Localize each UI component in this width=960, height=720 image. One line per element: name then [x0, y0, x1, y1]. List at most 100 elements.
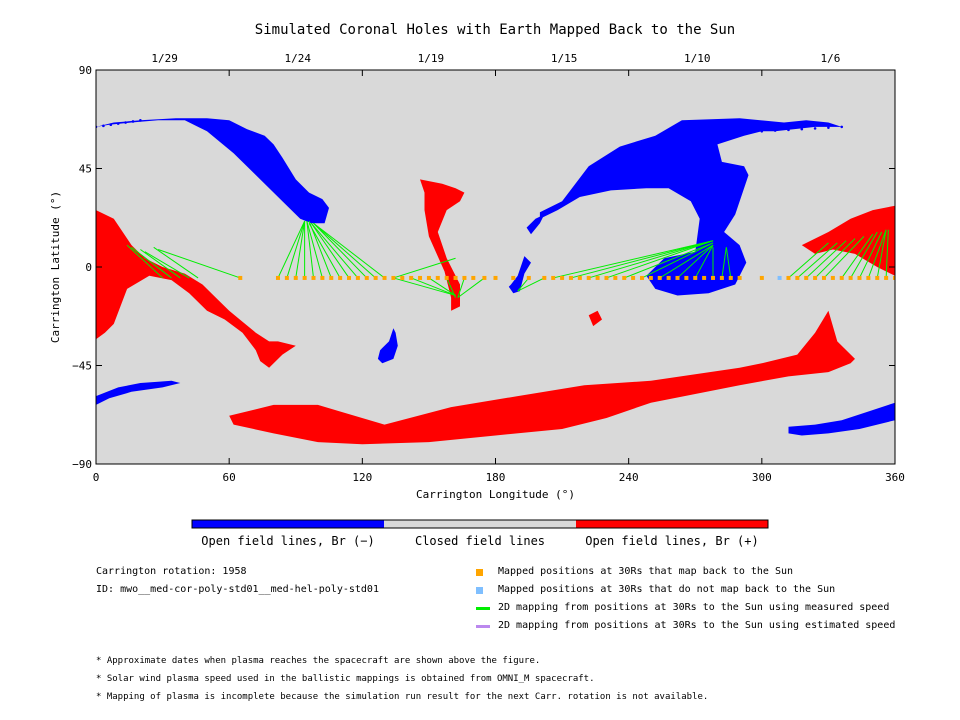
mapped-point	[586, 275, 591, 280]
x-tick-label: 60	[223, 471, 236, 484]
mapped-point	[759, 275, 764, 280]
x-tick-label: 0	[93, 471, 100, 484]
y-axis-label: Carrington Latitude (°)	[49, 191, 62, 343]
mapping-line	[725, 247, 732, 279]
coronal-hole-negative-6	[788, 402, 895, 436]
mapped-point	[551, 275, 556, 280]
hole-dot	[760, 129, 764, 133]
y-tick-label: −90	[72, 458, 92, 471]
x-axis-label: Carrington Longitude (°)	[416, 488, 575, 501]
mapping-line	[310, 222, 350, 279]
mapping-line	[393, 277, 456, 296]
carrington-rotation: Carrington rotation: 1958	[96, 566, 247, 577]
colorbar-frame	[191, 519, 769, 529]
mapping-line	[659, 244, 714, 279]
mapping-line	[131, 246, 172, 279]
mapped-point	[355, 275, 360, 280]
mapping-line	[144, 251, 190, 279]
hole-dot	[116, 122, 120, 125]
mapped-point	[311, 275, 316, 280]
mapping-line	[867, 229, 887, 279]
mapping-line	[814, 238, 856, 279]
mapping-line	[570, 240, 714, 279]
mapped-point	[657, 275, 662, 280]
mapped-point	[719, 275, 724, 280]
mapped-point	[400, 275, 405, 280]
top-axis-label: 1/6	[820, 52, 840, 65]
mapping-line	[885, 229, 889, 278]
colorbar-label-open-negative: Open field lines, Br (−)	[201, 534, 375, 548]
mapping-line	[295, 220, 306, 279]
hole-dot	[773, 129, 777, 132]
mapped-point	[711, 275, 716, 280]
mapped-point	[737, 275, 742, 280]
colorbar-closed	[384, 520, 576, 528]
mapped-point	[813, 275, 818, 280]
mapping-line	[721, 247, 727, 279]
mapped-point	[382, 275, 387, 280]
mapped-point	[875, 275, 880, 280]
plot-layer: 0 60 120 180 240 300 360 −90 −45 0 45 90 1/29 1/24 1/1…	[49, 52, 905, 529]
x-tick-label: 180	[486, 471, 506, 484]
mapped-point	[329, 275, 334, 280]
mapped-point	[568, 275, 573, 280]
mapped-point	[238, 275, 243, 280]
mapping-line	[876, 229, 887, 279]
coronal-hole-negative-3	[508, 256, 531, 294]
mapped-point	[613, 275, 618, 280]
mapped-point	[391, 275, 396, 280]
coronal-hole-negative-1	[539, 118, 842, 296]
mapped-point	[347, 275, 352, 280]
mapped-point	[839, 275, 844, 280]
mapped-point	[493, 275, 498, 280]
mapped-point	[702, 275, 707, 280]
mapping-line	[694, 244, 714, 279]
top-axis-label: 1/29	[151, 52, 178, 65]
mapped-point	[426, 275, 431, 280]
mapping-line	[153, 246, 199, 279]
mapped-point	[511, 275, 516, 280]
mapped-point	[639, 275, 644, 280]
chart-title: Simulated Coronal Holes with Earth Mappe…	[254, 22, 736, 38]
y-tick-label: 90	[79, 64, 92, 77]
mapping-line	[446, 277, 457, 298]
coronal-hole-negative-2	[526, 214, 545, 235]
mapped-point	[866, 275, 871, 280]
mapped-point	[482, 275, 487, 280]
mapping-line	[553, 240, 714, 279]
coronal-hole-positive-5	[801, 205, 895, 276]
mapped-point	[364, 275, 369, 280]
mapped-point	[604, 275, 609, 280]
mapping-line	[428, 277, 456, 296]
mapping-line	[313, 222, 385, 279]
top-axis-label: 1/10	[684, 52, 711, 65]
mapped-point	[542, 275, 547, 280]
colorbar-label-open-positive: Open field lines, Br (+)	[585, 534, 759, 548]
mapping-line	[457, 277, 485, 299]
mapped-point	[884, 275, 889, 280]
legend-measured-label: 2D mapping from positions at 30Rs to the…	[498, 602, 890, 613]
colorbar-label-closed: Closed field lines	[414, 534, 546, 548]
colorbar-positive	[576, 520, 768, 528]
coronal-hole-negative-5	[96, 380, 181, 405]
y-tick-label: 45	[79, 163, 92, 176]
x-tick-label: 360	[885, 471, 905, 484]
mapped-point	[675, 275, 680, 280]
mapping-line	[624, 242, 714, 279]
mapped-point	[293, 275, 298, 280]
legend-estimated-label: 2D mapping from positions at 30Rs to the…	[498, 620, 896, 631]
y-tick-label: 0	[85, 261, 92, 274]
hole-dot	[813, 127, 817, 130]
coronal-hole-negative-4	[377, 328, 398, 364]
mapped-point	[577, 275, 582, 280]
plot-content	[96, 118, 895, 445]
coronal-hole-positive-1	[420, 179, 465, 311]
mapped-point	[320, 275, 325, 280]
mapping-line	[308, 222, 341, 279]
hole-dot	[827, 126, 830, 129]
legend-mapped-swatch	[476, 569, 483, 576]
mapped-point	[284, 275, 289, 280]
legend-measured-swatch	[476, 607, 490, 610]
top-axis-label: 1/15	[551, 52, 578, 65]
